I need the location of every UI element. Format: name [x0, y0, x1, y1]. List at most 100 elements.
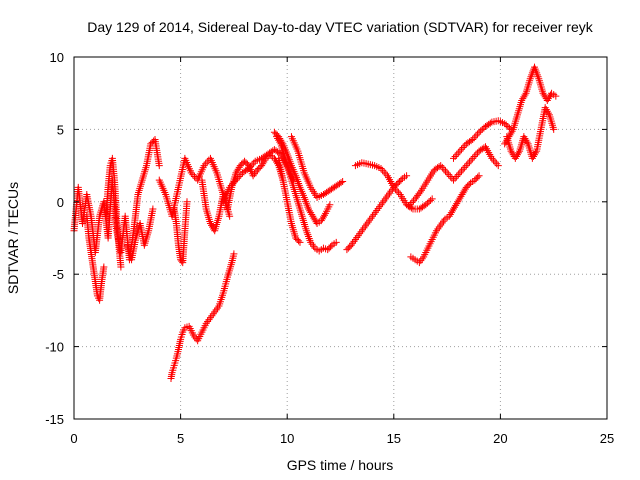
series-track-20-22h	[501, 63, 560, 148]
data-point	[539, 89, 547, 97]
data-point	[255, 164, 263, 172]
data-point	[309, 212, 317, 220]
series-track-7-9h	[224, 151, 287, 213]
series-track-20-23h-lower	[503, 104, 558, 162]
data-point	[260, 158, 268, 166]
data-point	[550, 125, 558, 133]
data-point	[457, 145, 465, 153]
data-point	[451, 203, 459, 211]
data-point	[405, 202, 413, 210]
data-point	[451, 153, 459, 161]
data-point	[507, 129, 515, 137]
data-point	[519, 95, 527, 103]
data-point	[246, 163, 254, 171]
data-point	[310, 214, 318, 222]
data-point	[438, 163, 446, 171]
data-point	[544, 95, 552, 103]
series-track-13-16h	[351, 159, 436, 213]
data-point	[202, 160, 210, 168]
data-point	[248, 161, 256, 169]
data-point	[465, 158, 473, 166]
y-tick-label: -10	[45, 340, 64, 355]
x-tick-label: 5	[177, 431, 184, 446]
data-point	[427, 196, 435, 204]
series-track-5h-low	[170, 198, 191, 267]
data-point	[259, 160, 267, 168]
data-point	[521, 134, 529, 142]
data-point	[528, 154, 536, 162]
data-point	[543, 96, 551, 104]
data-point	[513, 151, 521, 159]
data-point	[521, 91, 529, 99]
data-point	[232, 169, 240, 177]
data-point	[520, 133, 528, 141]
y-axis-title: SDTVAR / TECUs	[5, 182, 21, 294]
data-point	[458, 191, 466, 199]
data-point	[230, 178, 238, 186]
data-point	[512, 153, 520, 161]
data-point	[456, 169, 464, 177]
data-point	[187, 169, 195, 177]
data-point	[273, 133, 281, 141]
data-point	[501, 120, 509, 128]
data-point	[448, 207, 456, 215]
data-point	[226, 183, 234, 191]
data-point	[377, 164, 385, 172]
series-track-16-18h-mid	[405, 143, 502, 210]
series-track-early-cluster	[70, 136, 163, 264]
data-point	[459, 189, 467, 197]
data-point	[443, 169, 451, 177]
y-tick-label: -15	[45, 412, 64, 427]
data-point	[295, 237, 303, 245]
data-point	[183, 198, 191, 206]
data-point	[461, 163, 469, 171]
data-point	[471, 176, 479, 184]
data-point	[200, 162, 208, 170]
data-point	[508, 127, 516, 135]
data-point	[457, 192, 465, 200]
y-tick-label: -5	[52, 267, 64, 282]
data-point	[454, 149, 462, 157]
data-point	[324, 246, 332, 254]
data-point	[382, 170, 390, 178]
data-point	[469, 136, 477, 144]
data-point	[292, 234, 300, 242]
data-point	[445, 171, 453, 179]
data-point	[234, 174, 242, 182]
data-point	[346, 243, 354, 251]
data-point	[235, 172, 243, 180]
data-point	[253, 166, 261, 174]
data-point	[272, 130, 280, 138]
data-point	[245, 164, 253, 172]
data-point	[149, 205, 157, 213]
data-point	[472, 151, 480, 159]
data-point	[452, 201, 460, 209]
data-point	[475, 128, 483, 136]
data-point	[230, 250, 238, 258]
data-point	[274, 134, 282, 142]
series-track-2h-spike	[102, 154, 125, 271]
data-point	[397, 176, 405, 184]
data-point	[148, 138, 156, 146]
data-point	[236, 162, 244, 170]
data-point	[455, 196, 463, 204]
x-tick-label: 10	[280, 431, 294, 446]
data-point	[327, 243, 335, 251]
data-point	[486, 119, 494, 127]
data-point	[243, 166, 251, 174]
x-tick-label: 20	[493, 431, 507, 446]
data-point	[237, 171, 245, 179]
data-point	[459, 165, 467, 173]
data-point	[395, 178, 403, 186]
data-point	[493, 160, 501, 168]
series-track-6h-dip	[198, 176, 227, 235]
data-point	[475, 172, 483, 180]
data-point	[270, 128, 278, 136]
data-point	[229, 180, 237, 188]
data-point	[296, 238, 304, 246]
data-point	[449, 154, 457, 162]
data-point	[467, 156, 475, 164]
data-point	[464, 182, 472, 190]
data-point	[507, 147, 515, 155]
x-tick-label: 15	[387, 431, 401, 446]
